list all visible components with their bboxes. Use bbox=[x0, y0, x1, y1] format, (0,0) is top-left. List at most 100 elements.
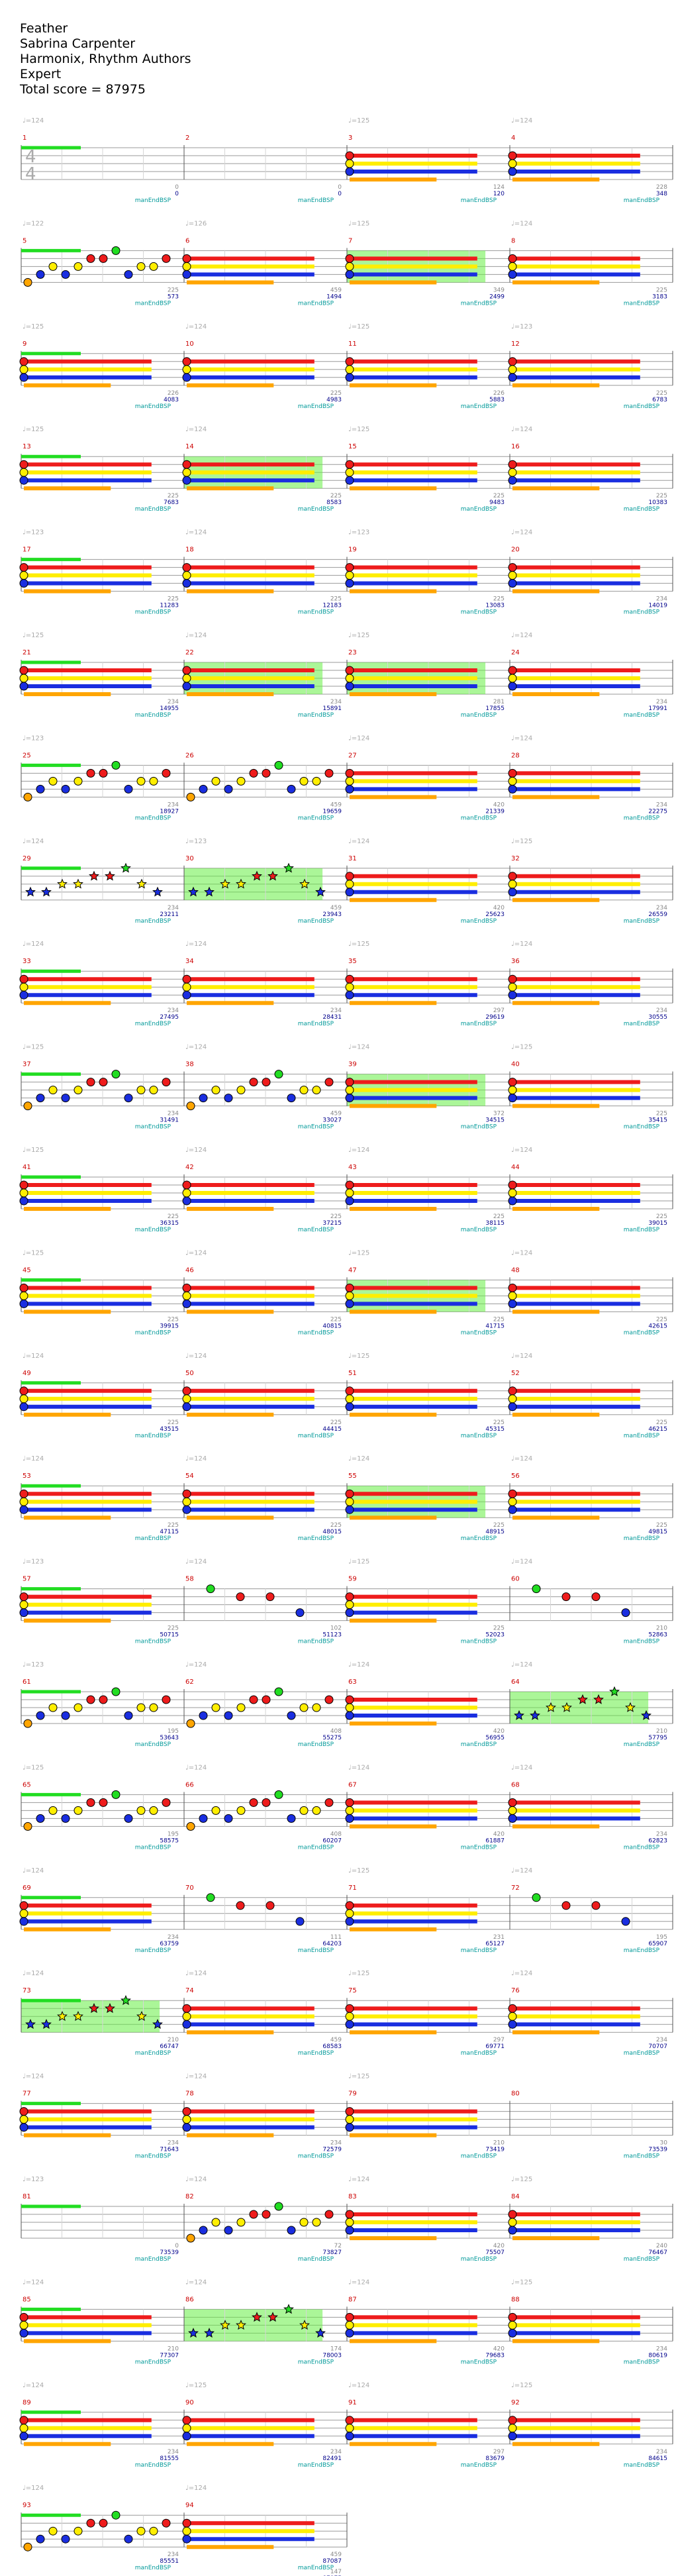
note-gem bbox=[111, 1790, 121, 1799]
cumulative-score: 63759 bbox=[160, 1941, 179, 1947]
note-gem bbox=[61, 1814, 70, 1823]
note-gem bbox=[182, 2020, 191, 2029]
beat-count: 225 bbox=[330, 596, 342, 603]
cumulative-score: 60207 bbox=[322, 1837, 342, 1844]
note-gem bbox=[182, 1196, 191, 1206]
measure-number: 72 bbox=[511, 1884, 520, 1892]
beat-count: 408 bbox=[330, 1728, 342, 1735]
cumulative-score: 80619 bbox=[648, 2352, 667, 2359]
note-gem bbox=[224, 1814, 233, 1823]
note-gem bbox=[136, 262, 146, 271]
note-gem bbox=[274, 1070, 283, 1079]
section-label: manEndBSP bbox=[135, 1947, 171, 1954]
note-gem bbox=[23, 792, 32, 801]
star-note bbox=[89, 870, 99, 881]
note-gem bbox=[345, 1489, 354, 1498]
note-gem bbox=[48, 262, 58, 271]
measure-number: 23 bbox=[348, 649, 357, 656]
note-gem bbox=[182, 674, 191, 683]
measure-number: 65 bbox=[23, 1781, 31, 1788]
bpm-marker: ♩=124 bbox=[23, 2382, 44, 2389]
note-gem bbox=[508, 872, 517, 881]
note-gem bbox=[236, 1703, 246, 1712]
beat-count: 225 bbox=[168, 493, 179, 499]
note-gem bbox=[236, 776, 246, 786]
note-gem bbox=[19, 2312, 28, 2322]
note-gem bbox=[99, 2518, 108, 2528]
note-gem bbox=[345, 468, 354, 477]
cumulative-score: 38115 bbox=[485, 1220, 505, 1227]
note-gem bbox=[19, 982, 28, 992]
section-label: manEndBSP bbox=[298, 506, 334, 513]
note-gem bbox=[111, 246, 121, 255]
note-gem bbox=[149, 1703, 158, 1712]
beat-count: 225 bbox=[330, 1316, 342, 1323]
cumulative-score: 47115 bbox=[160, 1529, 179, 1535]
note-gem bbox=[345, 2020, 354, 2029]
bpm-marker: ♩=124 bbox=[185, 1353, 207, 1360]
note-gem bbox=[211, 2218, 220, 2227]
beat-count: 234 bbox=[168, 2140, 179, 2147]
note-gem bbox=[19, 2328, 28, 2338]
cumulative-score: 70707 bbox=[648, 2043, 667, 2050]
note-gem bbox=[19, 1600, 28, 1610]
cumulative-score: 4983 bbox=[326, 397, 342, 403]
note-gem bbox=[299, 1703, 309, 1712]
note-gem bbox=[182, 563, 191, 572]
section-label: manEndBSP bbox=[135, 2565, 171, 2571]
measure-number: 25 bbox=[23, 752, 31, 759]
measure-number: 82 bbox=[185, 2193, 194, 2200]
note-gem bbox=[508, 2012, 517, 2021]
note-gem bbox=[111, 760, 121, 770]
measure-number: 77 bbox=[23, 2090, 31, 2098]
star-note bbox=[136, 878, 147, 889]
note-gem bbox=[73, 2526, 83, 2536]
measure-number: 93 bbox=[23, 2502, 31, 2509]
note-gem bbox=[61, 784, 70, 794]
note-gem bbox=[19, 666, 28, 675]
star-note bbox=[561, 1702, 572, 1712]
bpm-marker: ♩=124 bbox=[23, 117, 44, 125]
beat-count: 225 bbox=[330, 1419, 342, 1426]
note-gem bbox=[249, 768, 258, 778]
beat-count: 234 bbox=[656, 1831, 667, 1837]
cumulative-score: 37215 bbox=[322, 1220, 342, 1227]
note-gem bbox=[249, 1078, 258, 1087]
bpm-marker: ♩=125 bbox=[348, 632, 369, 639]
bpm-marker: ♩=124 bbox=[511, 1455, 532, 1463]
note-gem bbox=[508, 2432, 517, 2441]
note-gem bbox=[508, 357, 517, 366]
note-gem bbox=[19, 1909, 28, 1918]
cumulative-score: 87087 bbox=[322, 2558, 342, 2565]
measure-number: 89 bbox=[23, 2399, 31, 2406]
note-gem bbox=[345, 254, 354, 263]
note-gem bbox=[274, 760, 283, 770]
note-gem bbox=[287, 784, 296, 794]
bpm-marker: ♩=123 bbox=[23, 529, 44, 537]
bpm-marker: ♩=125 bbox=[348, 2073, 369, 2081]
beat-count: 225 bbox=[168, 1213, 179, 1220]
note-gem bbox=[19, 2320, 28, 2330]
star-note bbox=[121, 1994, 131, 2005]
measure-number: 83 bbox=[348, 2193, 357, 2200]
measure-number: 22 bbox=[185, 649, 194, 656]
note-gem bbox=[345, 682, 354, 691]
note-gem bbox=[136, 1806, 146, 1815]
bpm-marker: ♩=124 bbox=[185, 632, 207, 639]
section-label: manEndBSP bbox=[624, 1227, 660, 1233]
note-gem bbox=[19, 571, 28, 580]
measure-number: 46 bbox=[185, 1266, 194, 1274]
note-gem bbox=[149, 262, 158, 271]
cumulative-score: 23943 bbox=[322, 911, 342, 918]
measure-number: 42 bbox=[185, 1164, 194, 1171]
section-label: manEndBSP bbox=[135, 1844, 171, 1851]
bpm-marker: ♩=124 bbox=[185, 1764, 207, 1771]
note-gem bbox=[182, 2107, 191, 2116]
note-gem bbox=[111, 1687, 121, 1696]
note-gem bbox=[182, 1489, 191, 1498]
time-signature-denominator: 4 bbox=[25, 164, 36, 184]
bpm-marker: ♩=124 bbox=[511, 1249, 532, 1257]
note-gem bbox=[182, 1386, 191, 1396]
bpm-marker: ♩=124 bbox=[348, 1044, 369, 1051]
section-label: manEndBSP bbox=[624, 1947, 660, 1954]
